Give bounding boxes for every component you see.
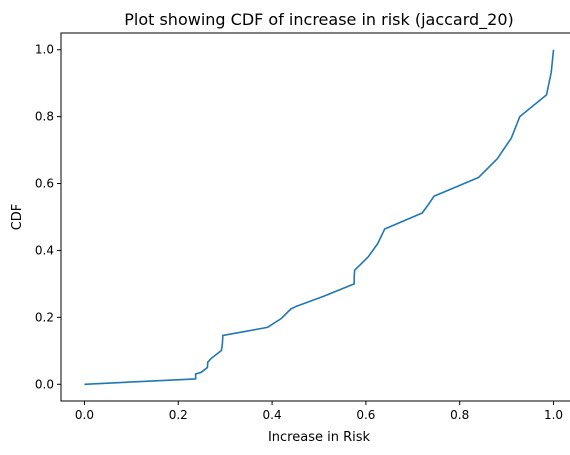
y-tick-label: 0.6: [35, 177, 54, 191]
axes-frame: [60, 32, 570, 402]
x-axis-label: Increase in Risk: [268, 430, 371, 445]
x-tick-label: 0.4: [263, 408, 282, 422]
y-tick-label: 0.8: [35, 110, 54, 124]
cdf-series-line: [84, 49, 555, 386]
chart-title: Plot showing CDF of increase in risk (ja…: [124, 10, 514, 30]
x-tick-label: 0.8: [450, 408, 469, 422]
plot-area: 0.0 0.2 0.4 0.6 0.8 1.0 0.0 0.2 0.4 0.6 0.8 1.0: [35, 32, 570, 422]
y-axis-label: CDF: [10, 204, 25, 231]
y-tick-label: 0.4: [35, 243, 54, 257]
x-axis: 0.0 0.2 0.4 0.6 0.8 1.0: [75, 401, 563, 422]
x-tick-label: 1.0: [544, 408, 563, 422]
y-tick-label: 1.0: [35, 43, 54, 57]
y-axis: 0.0 0.2 0.4 0.6 0.8 1.0: [35, 43, 61, 391]
y-tick-label: 0.2: [35, 310, 54, 324]
x-tick-label: 0.0: [75, 408, 94, 422]
y-tick-label: 0.0: [35, 377, 54, 391]
x-tick-label: 0.6: [356, 408, 375, 422]
x-tick-label: 0.2: [169, 408, 188, 422]
